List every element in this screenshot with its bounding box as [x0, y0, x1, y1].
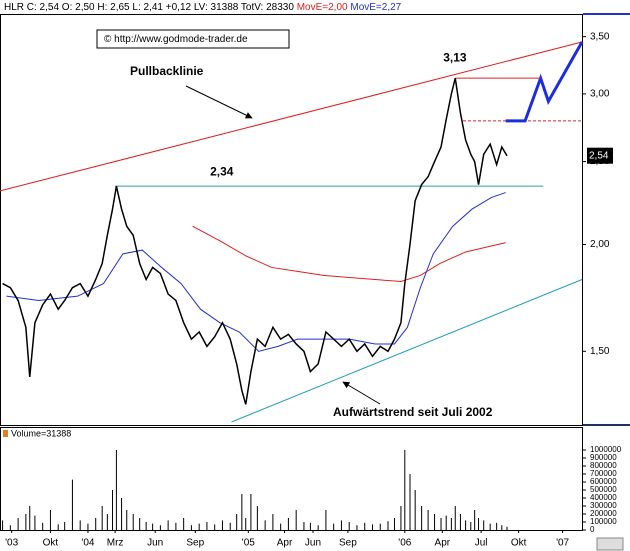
volume-title: Volume=31388 [11, 428, 71, 438]
trend-line [0, 41, 583, 192]
y-tick-label: 3,50 [590, 31, 610, 42]
level-label: 2,34 [210, 164, 234, 178]
moving-average [6, 192, 506, 352]
annotation: Aufwärtstrend seit Juli 2002 [333, 405, 493, 419]
arrow [342, 381, 381, 405]
x-tick-label: '05 [242, 538, 255, 549]
y-tick-label: 200000 [590, 509, 617, 518]
x-tick-label: '03 [5, 538, 18, 549]
x-tick-label: Apr [277, 538, 293, 549]
moving-average [192, 225, 506, 283]
volume-icon [3, 430, 8, 437]
trend-line [231, 279, 583, 423]
y-tick-label: 900000 [590, 453, 617, 462]
y-tick-label: 600000 [590, 477, 617, 486]
copyright-box [96, 29, 290, 49]
price-label-box [587, 147, 613, 164]
x-tick-label: Jun [305, 538, 321, 549]
arrow [185, 85, 253, 119]
volume-frame [0, 427, 583, 531]
y-tick-label: 0 [590, 525, 595, 534]
y-tick-label: 3,00 [590, 89, 610, 100]
corner-icon [596, 537, 624, 551]
header-text: HLR C: 2,54 O: 2,50 H: 2,65 L: 2,41 +0,1… [4, 2, 294, 13]
price-frame [0, 14, 583, 426]
y-tick-label: 500000 [590, 485, 617, 494]
y-tick-label: 1000000 [590, 445, 622, 454]
x-tick-label: Mrz [107, 538, 124, 549]
y-tick-label: 800000 [590, 461, 617, 470]
price-line [2, 77, 508, 405]
x-tick-label: Okt [511, 538, 527, 549]
x-tick-label: Jul [475, 538, 488, 549]
x-tick-label: Sep [186, 538, 204, 549]
annotation: Pullbacklinie [130, 64, 204, 78]
y-tick-label: 700000 [590, 469, 617, 478]
legend-entry: MovE=2,00 [297, 2, 348, 13]
copyright: © http://www.godmode-trader.de [104, 34, 248, 45]
x-tick-label: Sep [339, 538, 357, 549]
x-tick-label: '04 [81, 538, 94, 549]
x-tick-label: Okt [43, 538, 59, 549]
y-tick-label: 300000 [590, 501, 617, 510]
x-tick-label: '07 [556, 538, 569, 549]
legend-entry: MovE=2,27 [350, 2, 401, 13]
price-label: 2,54 [589, 150, 609, 161]
y-tick-label: 1,50 [590, 346, 610, 357]
x-tick-label: '06 [398, 538, 411, 549]
y-tick-label: 2,00 [590, 239, 610, 250]
level-label: 3,13 [443, 50, 467, 64]
header: HLR C: 2,54 O: 2,50 H: 2,65 L: 2,41 +0,1… [4, 2, 402, 13]
y-tick-label: 400000 [590, 493, 617, 502]
x-tick-label: Apr [435, 538, 451, 549]
trend-line [505, 41, 584, 123]
y-tick-label: 100000 [590, 517, 617, 526]
x-tick-label: Jun [147, 538, 163, 549]
